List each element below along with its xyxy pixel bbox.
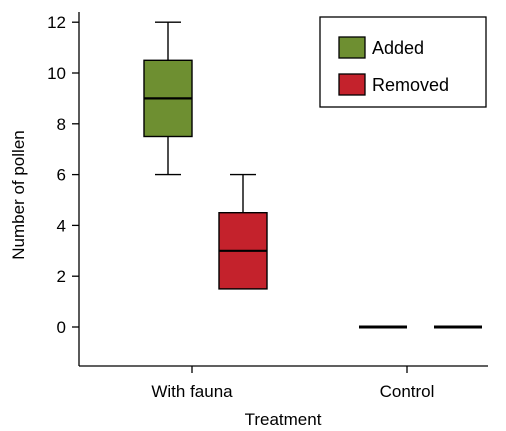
y-tick-label-8: 8 bbox=[57, 115, 66, 134]
box-removed-with-fauna bbox=[218, 173, 268, 290]
legend-swatch-removed bbox=[338, 73, 366, 96]
legend-label-added: Added bbox=[372, 38, 424, 58]
y-tick-label-0: 0 bbox=[57, 318, 66, 337]
y-tick-label-2: 2 bbox=[57, 267, 66, 286]
x-tick-label-1: Control bbox=[380, 382, 435, 401]
y-tick-label-6: 6 bbox=[57, 166, 66, 185]
y-tick-label-12: 12 bbox=[47, 13, 66, 32]
legend-swatch-added bbox=[338, 36, 366, 59]
y-tick-label-10: 10 bbox=[47, 64, 66, 83]
box-added-with-fauna bbox=[143, 21, 193, 176]
y-axis-title: Number of pollen bbox=[9, 130, 28, 259]
x-tick-label-0: With fauna bbox=[151, 382, 233, 401]
legend: Added Removed bbox=[319, 16, 487, 108]
x-ticks: With fauna Control bbox=[151, 366, 434, 401]
legend-label-removed: Removed bbox=[372, 75, 449, 95]
box-series bbox=[143, 21, 482, 329]
y-tick-label-4: 4 bbox=[57, 216, 66, 235]
y-ticks: 0 2 4 6 8 10 12 bbox=[47, 13, 79, 337]
axes bbox=[78, 12, 488, 367]
x-axis-title: Treatment bbox=[245, 410, 322, 429]
